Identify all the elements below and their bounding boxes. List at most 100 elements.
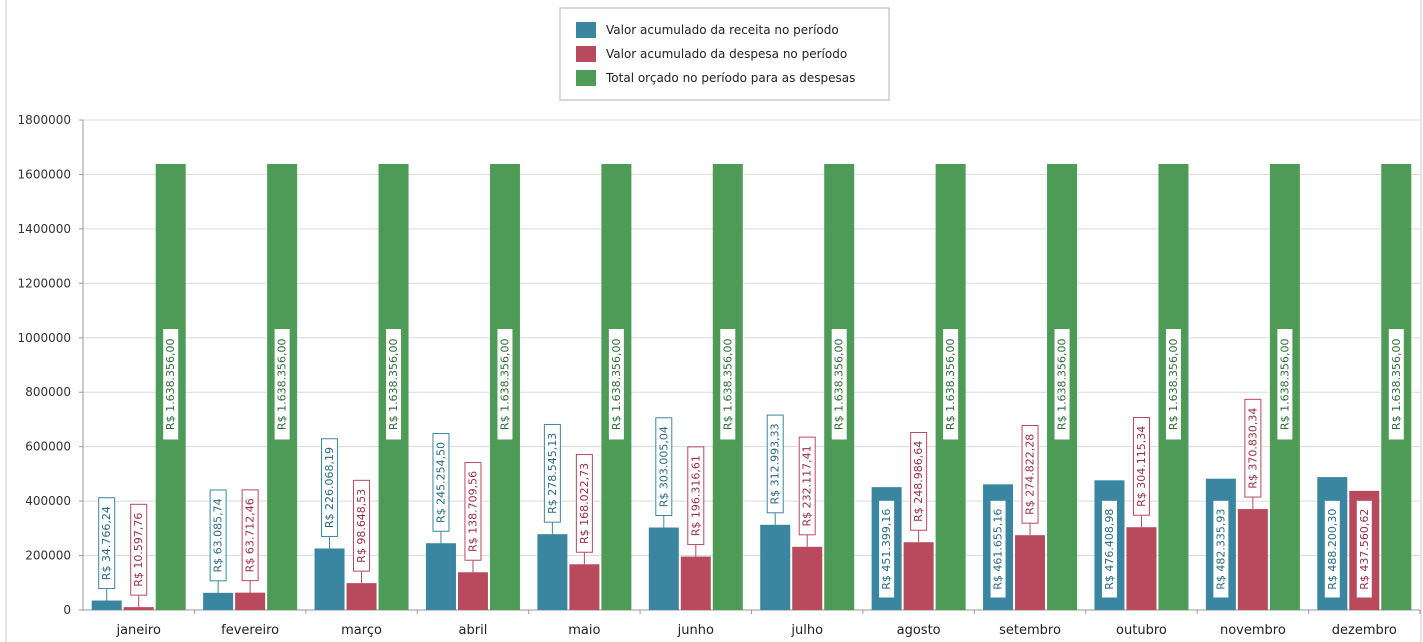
data-label-box	[273, 328, 291, 441]
bar	[1126, 527, 1157, 610]
data-label-box	[607, 328, 625, 441]
x-tick-label: junho	[677, 623, 714, 638]
data-label: R$ 488.200,30	[1326, 509, 1339, 590]
x-tick-label: fevereiro	[221, 623, 279, 638]
data-label: R$ 1.638.356,00	[387, 338, 400, 430]
data-label-box	[209, 489, 227, 582]
data-label: R$ 451.399,16	[880, 509, 893, 590]
data-label: R$ 437.560,62	[1358, 509, 1371, 590]
data-label-box	[942, 328, 960, 441]
y-tick-label: 1600000	[18, 167, 71, 181]
bar	[1237, 509, 1268, 610]
data-label: R$ 63.712,46	[244, 498, 257, 572]
y-tick-label: 1000000	[18, 331, 71, 345]
data-label: R$ 1.638.356,00	[721, 338, 734, 430]
y-tick-label: 0	[63, 603, 71, 617]
data-label-box	[1021, 424, 1039, 524]
bar	[203, 592, 234, 610]
y-tick-label: 400000	[25, 494, 71, 508]
bar	[569, 564, 600, 610]
data-label-box	[1323, 499, 1341, 599]
data-label-box	[385, 328, 403, 441]
data-label-box	[719, 328, 737, 441]
data-label-box	[687, 446, 705, 546]
x-tick-label: novembro	[1220, 623, 1286, 638]
data-label-box	[496, 328, 514, 441]
data-label: R$ 196.316,61	[689, 455, 702, 536]
data-label: R$ 303.005,04	[657, 426, 670, 507]
data-label-box	[910, 432, 928, 531]
data-label: R$ 1.638.356,00	[276, 338, 289, 430]
data-label-box	[1387, 328, 1405, 441]
bar	[680, 556, 711, 610]
data-label-box	[655, 417, 673, 517]
data-label-box	[830, 328, 848, 441]
y-tick-label: 200000	[25, 549, 71, 563]
bar	[235, 592, 266, 610]
data-label: R$ 138.709,56	[466, 471, 479, 552]
x-tick-label: março	[341, 623, 382, 638]
bar	[792, 546, 823, 610]
data-label-box	[1276, 328, 1294, 441]
data-label: R$ 476.408,98	[1103, 509, 1116, 590]
bar	[648, 527, 679, 610]
data-label: R$ 312.993,33	[769, 423, 782, 504]
bar	[903, 542, 934, 610]
data-label-box	[464, 462, 482, 561]
data-label: R$ 10.597,76	[132, 513, 145, 587]
data-label: R$ 1.638.356,00	[1278, 338, 1291, 430]
data-label: R$ 1.638.356,00	[1056, 338, 1069, 430]
bar	[346, 583, 377, 610]
data-label: R$ 168.022,73	[578, 463, 591, 544]
data-label-box	[321, 438, 339, 537]
axis-layer: 0 200000 400000 600000 800000 1000000 1200000 1…	[5, 0, 1422, 642]
data-label-box	[1053, 328, 1071, 441]
y-tick-label: 800000	[25, 385, 71, 399]
x-tick-label: abril	[459, 623, 488, 638]
x-tick-label: julho	[790, 623, 823, 638]
data-label: R$ 232.117,41	[801, 445, 814, 526]
data-label-box	[543, 423, 561, 523]
data-label-box	[1212, 499, 1230, 599]
data-label: R$ 1.638.356,00	[833, 338, 846, 430]
x-tick-label: maio	[568, 623, 600, 638]
legend-swatch	[576, 46, 596, 62]
y-tick-label: 1800000	[18, 113, 71, 127]
bar	[457, 572, 488, 610]
y-tick-label: 600000	[25, 440, 71, 454]
bar	[425, 543, 456, 610]
data-label: R$ 226.068,19	[323, 447, 336, 528]
data-label: R$ 461.655,16	[992, 509, 1005, 590]
bars-layer	[91, 164, 1412, 610]
x-tick-label: dezembro	[1332, 623, 1397, 638]
data-label-box	[575, 454, 593, 553]
bar	[91, 600, 122, 610]
bar	[760, 524, 791, 610]
legend-item-label: Valor acumulado da receita no período	[606, 23, 839, 37]
data-label-box	[241, 489, 259, 582]
x-tick-label: outubro	[1116, 623, 1167, 638]
data-label: R$ 1.638.356,00	[1390, 338, 1403, 430]
x-tick-label: agosto	[897, 623, 941, 638]
data-label: R$ 248.986,64	[912, 441, 925, 522]
data-label-box	[432, 433, 450, 532]
data-label: R$ 304.115,34	[1135, 426, 1148, 507]
data-label: R$ 34.766,24	[100, 506, 113, 580]
data-label: R$ 1.638.356,00	[164, 338, 177, 430]
data-label: R$ 1.638.356,00	[1167, 338, 1180, 430]
data-label-box	[1132, 417, 1150, 516]
legend-box	[559, 7, 890, 101]
y-tick-label: 1200000	[18, 276, 71, 290]
data-label-box	[1355, 499, 1373, 599]
bar	[537, 534, 568, 610]
data-label-box	[98, 497, 116, 590]
data-label-box	[1164, 328, 1182, 441]
bar	[123, 607, 154, 610]
data-label: R$ 1.638.356,00	[944, 338, 957, 430]
grid-layer	[83, 119, 1420, 557]
data-label: R$ 1.638.356,00	[498, 338, 511, 430]
legend-swatch	[576, 70, 596, 86]
data-label: R$ 482.335,93	[1214, 509, 1227, 590]
x-tick-label: janeiro	[115, 623, 160, 638]
data-label-box	[798, 436, 816, 536]
